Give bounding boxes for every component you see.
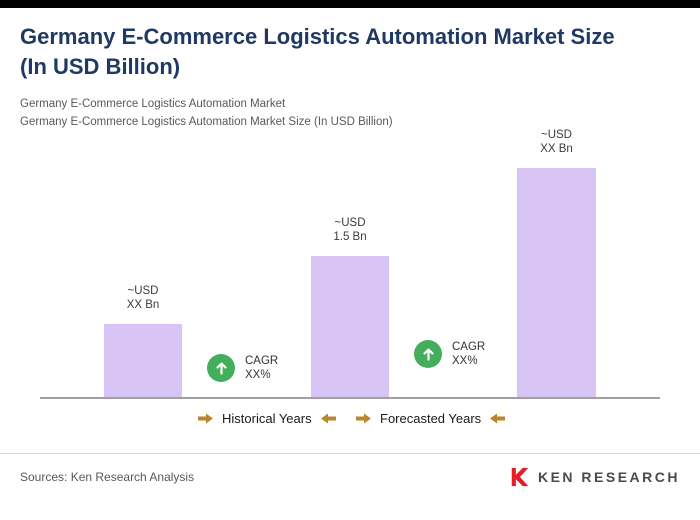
left-arrow-icon (490, 413, 506, 424)
bar-value-label: ~USD 1.5 Bn (333, 216, 366, 244)
page-title: Germany E-Commerce Logistics Automation … (20, 24, 615, 79)
ken-research-logo: KEN RESEARCH (509, 466, 680, 488)
bar-value-line1: ~USD (127, 284, 159, 297)
chart-subtitles: Germany E-Commerce Logistics Automation … (20, 95, 680, 131)
x-axis-line (40, 396, 660, 399)
legend-historical-label: Historical Years (222, 410, 312, 426)
legend-historical: Historical Years (198, 411, 336, 426)
bar (517, 167, 596, 397)
cagr-text: CAGR XX% (245, 354, 278, 382)
bar-group-current: ~USD 1.5 Bn (311, 216, 389, 397)
right-arrow-icon (356, 413, 371, 424)
bar-value-line2: XX Bn (126, 298, 160, 311)
bar-chart: ~USD XX Bn ~USD 1.5 Bn ~USD XX Bn CAGR X… (0, 129, 700, 449)
footer-divider (0, 452, 700, 454)
cagr-text: CAGR XX% (452, 340, 485, 368)
chart-subtitle-line1: Germany E-Commerce Logistics Automation … (20, 97, 286, 110)
top-accent-bar (0, 0, 700, 8)
bar-group-forecasted: ~USD XX Bn (517, 128, 596, 397)
up-arrow-icon (207, 353, 235, 382)
bar-group-historical: ~USD XX Bn (104, 284, 182, 397)
legend-forecasted: Forecasted Years (356, 410, 506, 426)
cagr-value: XX% (245, 368, 271, 381)
sources-text: Sources: Ken Research Analysis (20, 469, 195, 484)
cagr-badge-1: CAGR XX% (207, 353, 278, 382)
right-arrow-icon (198, 413, 213, 424)
cagr-value: XX% (452, 354, 478, 367)
cagr-label: CAGR (452, 340, 486, 353)
cagr-badge-2: CAGR XX% (414, 339, 485, 368)
footer: Sources: Ken Research Analysis KEN RESEA… (0, 454, 700, 488)
bar-value-label: ~USD XX Bn (540, 128, 573, 156)
bar-value-line2: XX Bn (540, 142, 573, 155)
chart-subtitle-line2: Germany E-Commerce Logistics Automation … (20, 115, 393, 128)
ken-research-logo-icon (511, 467, 529, 486)
ken-research-logo-text: KEN RESEARCH (537, 468, 680, 485)
bar-value-line1: ~USD (334, 216, 366, 229)
bar (311, 255, 389, 397)
cagr-label: CAGR (245, 354, 279, 367)
left-arrow-icon (320, 413, 336, 424)
bar (104, 323, 182, 397)
legend-forecasted-label: Forecasted Years (380, 410, 482, 426)
up-arrow-icon (414, 339, 442, 368)
bar-value-label: ~USD XX Bn (127, 284, 160, 312)
bar-value-line2: 1.5 Bn (333, 230, 367, 243)
bar-value-line1: ~USD (540, 128, 572, 141)
